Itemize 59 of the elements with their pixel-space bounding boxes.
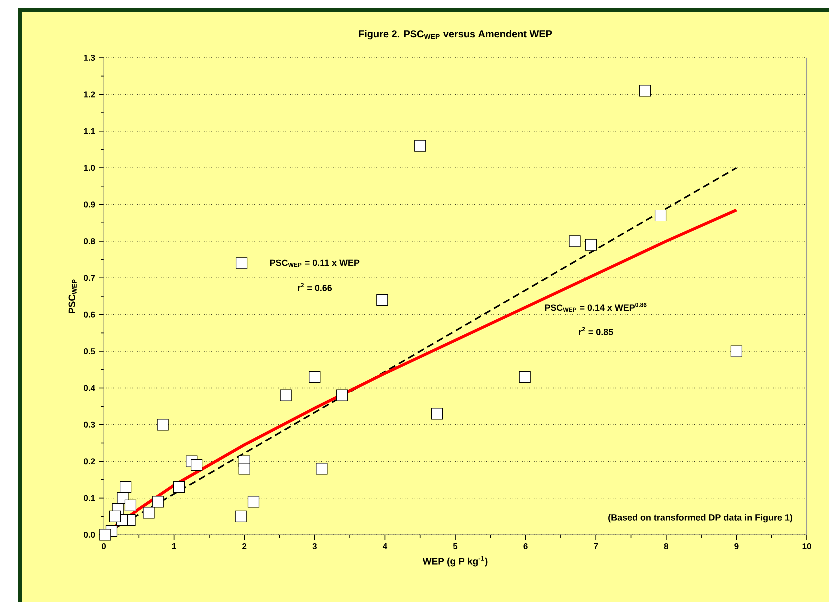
point [336,390,348,402]
x-tick-label: 7 [594,544,598,550]
point [519,371,531,384]
y-tick-label: 0.3 [84,422,96,428]
point [316,463,328,475]
y-tick-label: 1.2 [84,92,96,98]
y-tick-label: 1.1 [84,128,96,134]
point [280,390,292,402]
annotation: PSC$_{WEP}$ = 0.11 x WEP [270,260,360,268]
point [414,140,426,152]
x-tick-label: 6 [524,544,528,550]
point [124,500,137,512]
annotation: PSC$_{WEP}$ = 0.14 x WEP$^{0.86}$ [545,302,647,312]
x-tick-label: 0 [102,544,106,550]
y-axis-title: PSC$_{WEP}$ [68,280,77,314]
y-tick-label: 0.8 [84,238,96,244]
point [235,510,247,522]
y-tick-label: 0.9 [84,202,96,208]
point [157,419,169,431]
point [654,210,667,222]
point [248,496,260,508]
y-tick-label: 0.4 [84,385,96,392]
y-tick-label: 1.3 [84,54,96,61]
x-tick-label: 5 [453,544,458,550]
point [730,346,743,358]
point [376,294,388,306]
point [109,510,122,522]
chart-title: Figure 2. PSC$_{WEP}$ versus Amendent WEP [359,30,552,40]
x-tick-label: 8 [664,544,669,550]
point [100,529,112,541]
point [120,481,132,494]
point [152,496,164,508]
x-tick-label: 9 [734,544,739,550]
y-tick-label: 0.6 [84,312,96,318]
point [569,236,581,248]
point [585,239,597,251]
point [640,85,652,97]
annotation: r$^{2}$ = 0.66 [298,283,332,292]
x-tick-label: 3 [312,544,317,550]
y-tick-label: 0.7 [84,275,96,282]
point [236,258,248,270]
x-tick-label: 4 [382,544,388,550]
y-tick-label: 1.0 [84,165,96,172]
y-tick-label: 0.2 [84,458,96,465]
y-tick-label: 0.5 [84,348,96,355]
x-tick-label: 2 [242,544,247,550]
annotation: r$^{2}$ = 0.85 [579,327,614,336]
x-axis-title: WEP (g P kg$^{-1}$) [422,556,488,567]
point [309,371,321,384]
y-tick-label: 0.1 [84,495,96,502]
point [431,408,444,420]
y-tick-label: 0.0 [84,532,96,538]
point [143,507,155,519]
x-tick-label: 1 [172,544,176,550]
point [173,481,186,494]
point [238,463,250,475]
point [191,459,203,472]
x-tick-label: 10 [802,544,812,550]
annotation: (Based on transformed DP data in Figure 1) [608,514,792,523]
